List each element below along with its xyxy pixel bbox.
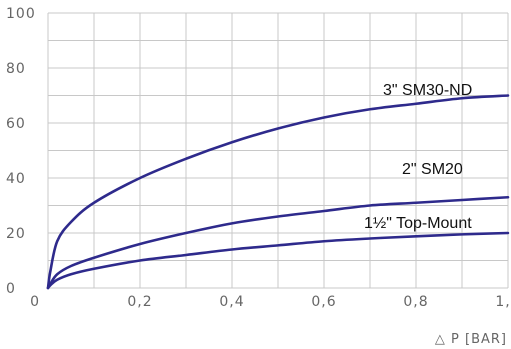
x-tick-label: 0 (30, 294, 40, 310)
series-lines (46, 94, 510, 290)
y-tick-label: 20 (6, 226, 26, 242)
series-label-top-mount: 1½" Top-Mount (364, 215, 472, 232)
y-tick-label: 0 (6, 281, 16, 297)
y-tick-label: 80 (6, 61, 26, 77)
x-tick-label: 0,8 (403, 294, 428, 310)
x-tick-label: 0,4 (219, 294, 244, 310)
y-axis-tick-labels: 0 20 40 60 80 100 (6, 6, 36, 297)
x-tick-label: 0,2 (127, 294, 152, 310)
y-tick-label: 60 (6, 116, 26, 132)
series-line-0 (46, 94, 510, 290)
y-tick-label: 100 (6, 6, 36, 22)
grid (47, 12, 509, 289)
series-label-sm20: 2" SM20 (402, 161, 463, 178)
series-line-1 (46, 195, 510, 290)
series-label-sm30: 3" SM30-ND (383, 82, 472, 99)
x-axis-tick-labels: 0 0,2 0,4 0,6 0,8 1,0 (30, 294, 511, 310)
series-line-2 (46, 231, 510, 290)
x-axis-label: △ P [BAR] (435, 332, 507, 347)
y-tick-label: 40 (6, 171, 26, 187)
x-tick-label: 0,6 (311, 294, 336, 310)
x-tick-label: 1,0 (495, 294, 511, 310)
